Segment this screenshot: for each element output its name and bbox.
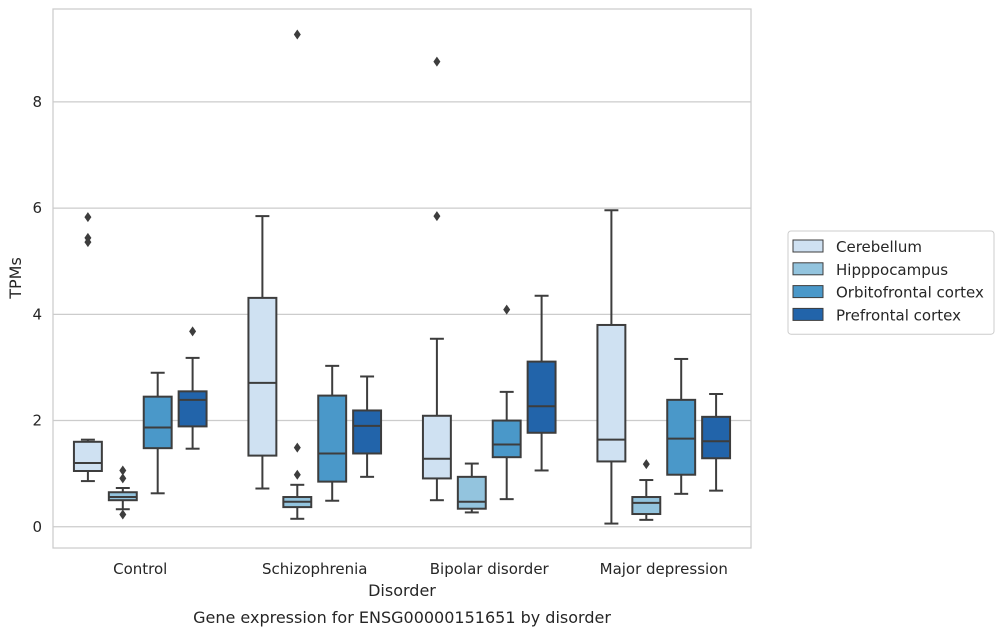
plot-frame xyxy=(52,8,752,549)
x-tick-label: Bipolar disorder xyxy=(430,560,550,578)
x-tick-label: Schizophrenia xyxy=(262,560,367,578)
chart-caption: Gene expression for ENSG00000151651 by d… xyxy=(193,608,611,627)
box-iqr xyxy=(317,394,348,483)
outlier-point xyxy=(119,473,127,484)
outlier-point xyxy=(84,237,92,248)
box-cerebellum xyxy=(247,215,278,490)
box-prefrontal-cortex xyxy=(526,294,557,472)
plot-area xyxy=(72,29,732,525)
box-iqr xyxy=(247,296,278,457)
box-hipppocampus xyxy=(282,29,313,520)
y-tick-label: 0 xyxy=(32,518,42,536)
outlier-point xyxy=(433,56,441,67)
y-axis-ticks: 0 2 4 6 8 xyxy=(32,93,42,536)
outlier-point xyxy=(503,304,511,315)
box-orbitofrontal-cortex xyxy=(317,364,348,502)
box-prefrontal-cortex xyxy=(177,326,208,450)
x-tick-label: Control xyxy=(113,560,167,578)
box-prefrontal-cortex xyxy=(701,393,732,492)
box-iqr xyxy=(631,496,662,516)
y-tick-label: 4 xyxy=(32,305,42,323)
y-tick-label: 6 xyxy=(32,199,42,217)
box-orbitofrontal-cortex xyxy=(491,304,522,501)
legend-entry-label: Orbitofrontal cortex xyxy=(836,284,984,302)
legend-entry-label: Hipppocampus xyxy=(836,261,948,279)
outlier-point xyxy=(293,29,301,40)
outlier-point xyxy=(189,326,197,337)
box-iqr xyxy=(526,360,557,434)
box-iqr xyxy=(666,398,697,476)
y-tick-label: 2 xyxy=(32,412,42,430)
outlier-point xyxy=(293,469,301,480)
box-iqr xyxy=(177,390,208,428)
box-prefrontal-cortex xyxy=(352,375,383,478)
outlier-point xyxy=(642,459,650,470)
legend-swatch xyxy=(792,262,824,276)
outlier-point xyxy=(293,442,301,453)
box-orbitofrontal-cortex xyxy=(142,371,173,495)
box-iqr xyxy=(142,395,173,450)
box-iqr xyxy=(72,440,103,472)
x-tick-label: Major depression xyxy=(600,560,728,578)
outlier-point xyxy=(119,465,127,476)
legend-swatch xyxy=(792,239,824,253)
box-iqr xyxy=(352,409,383,455)
legend: Cerebellum Hipppocampus Orbitofrontal cort… xyxy=(787,230,995,335)
x-axis-label: Disorder xyxy=(368,581,436,600)
box-orbitofrontal-cortex xyxy=(666,357,697,495)
y-tick-label: 8 xyxy=(32,93,42,111)
legend-entry-label: Prefrontal cortex xyxy=(836,306,961,324)
legend-swatch xyxy=(792,285,824,299)
x-axis-ticks: Control Schizophrenia Bipolar disorder Majo… xyxy=(113,560,728,578)
box-iqr xyxy=(456,475,487,510)
box-hipppocampus xyxy=(456,462,487,514)
outlier-point xyxy=(119,509,127,520)
box-cerebellum xyxy=(72,212,103,483)
legend-swatch xyxy=(792,307,824,321)
legend-frame xyxy=(787,230,995,335)
outlier-point xyxy=(433,211,441,222)
box-cerebellum xyxy=(421,56,452,502)
box-cerebellum xyxy=(596,209,627,525)
legend-entry-label: Cerebellum xyxy=(836,238,922,256)
y-axis-label: TPMs xyxy=(6,257,25,300)
box-iqr xyxy=(491,419,522,459)
box-hipppocampus xyxy=(107,465,138,520)
box-iqr xyxy=(701,415,732,460)
box-hipppocampus xyxy=(631,459,662,521)
box-iqr xyxy=(596,323,627,463)
outlier-point xyxy=(84,212,92,223)
box-iqr xyxy=(421,414,452,480)
